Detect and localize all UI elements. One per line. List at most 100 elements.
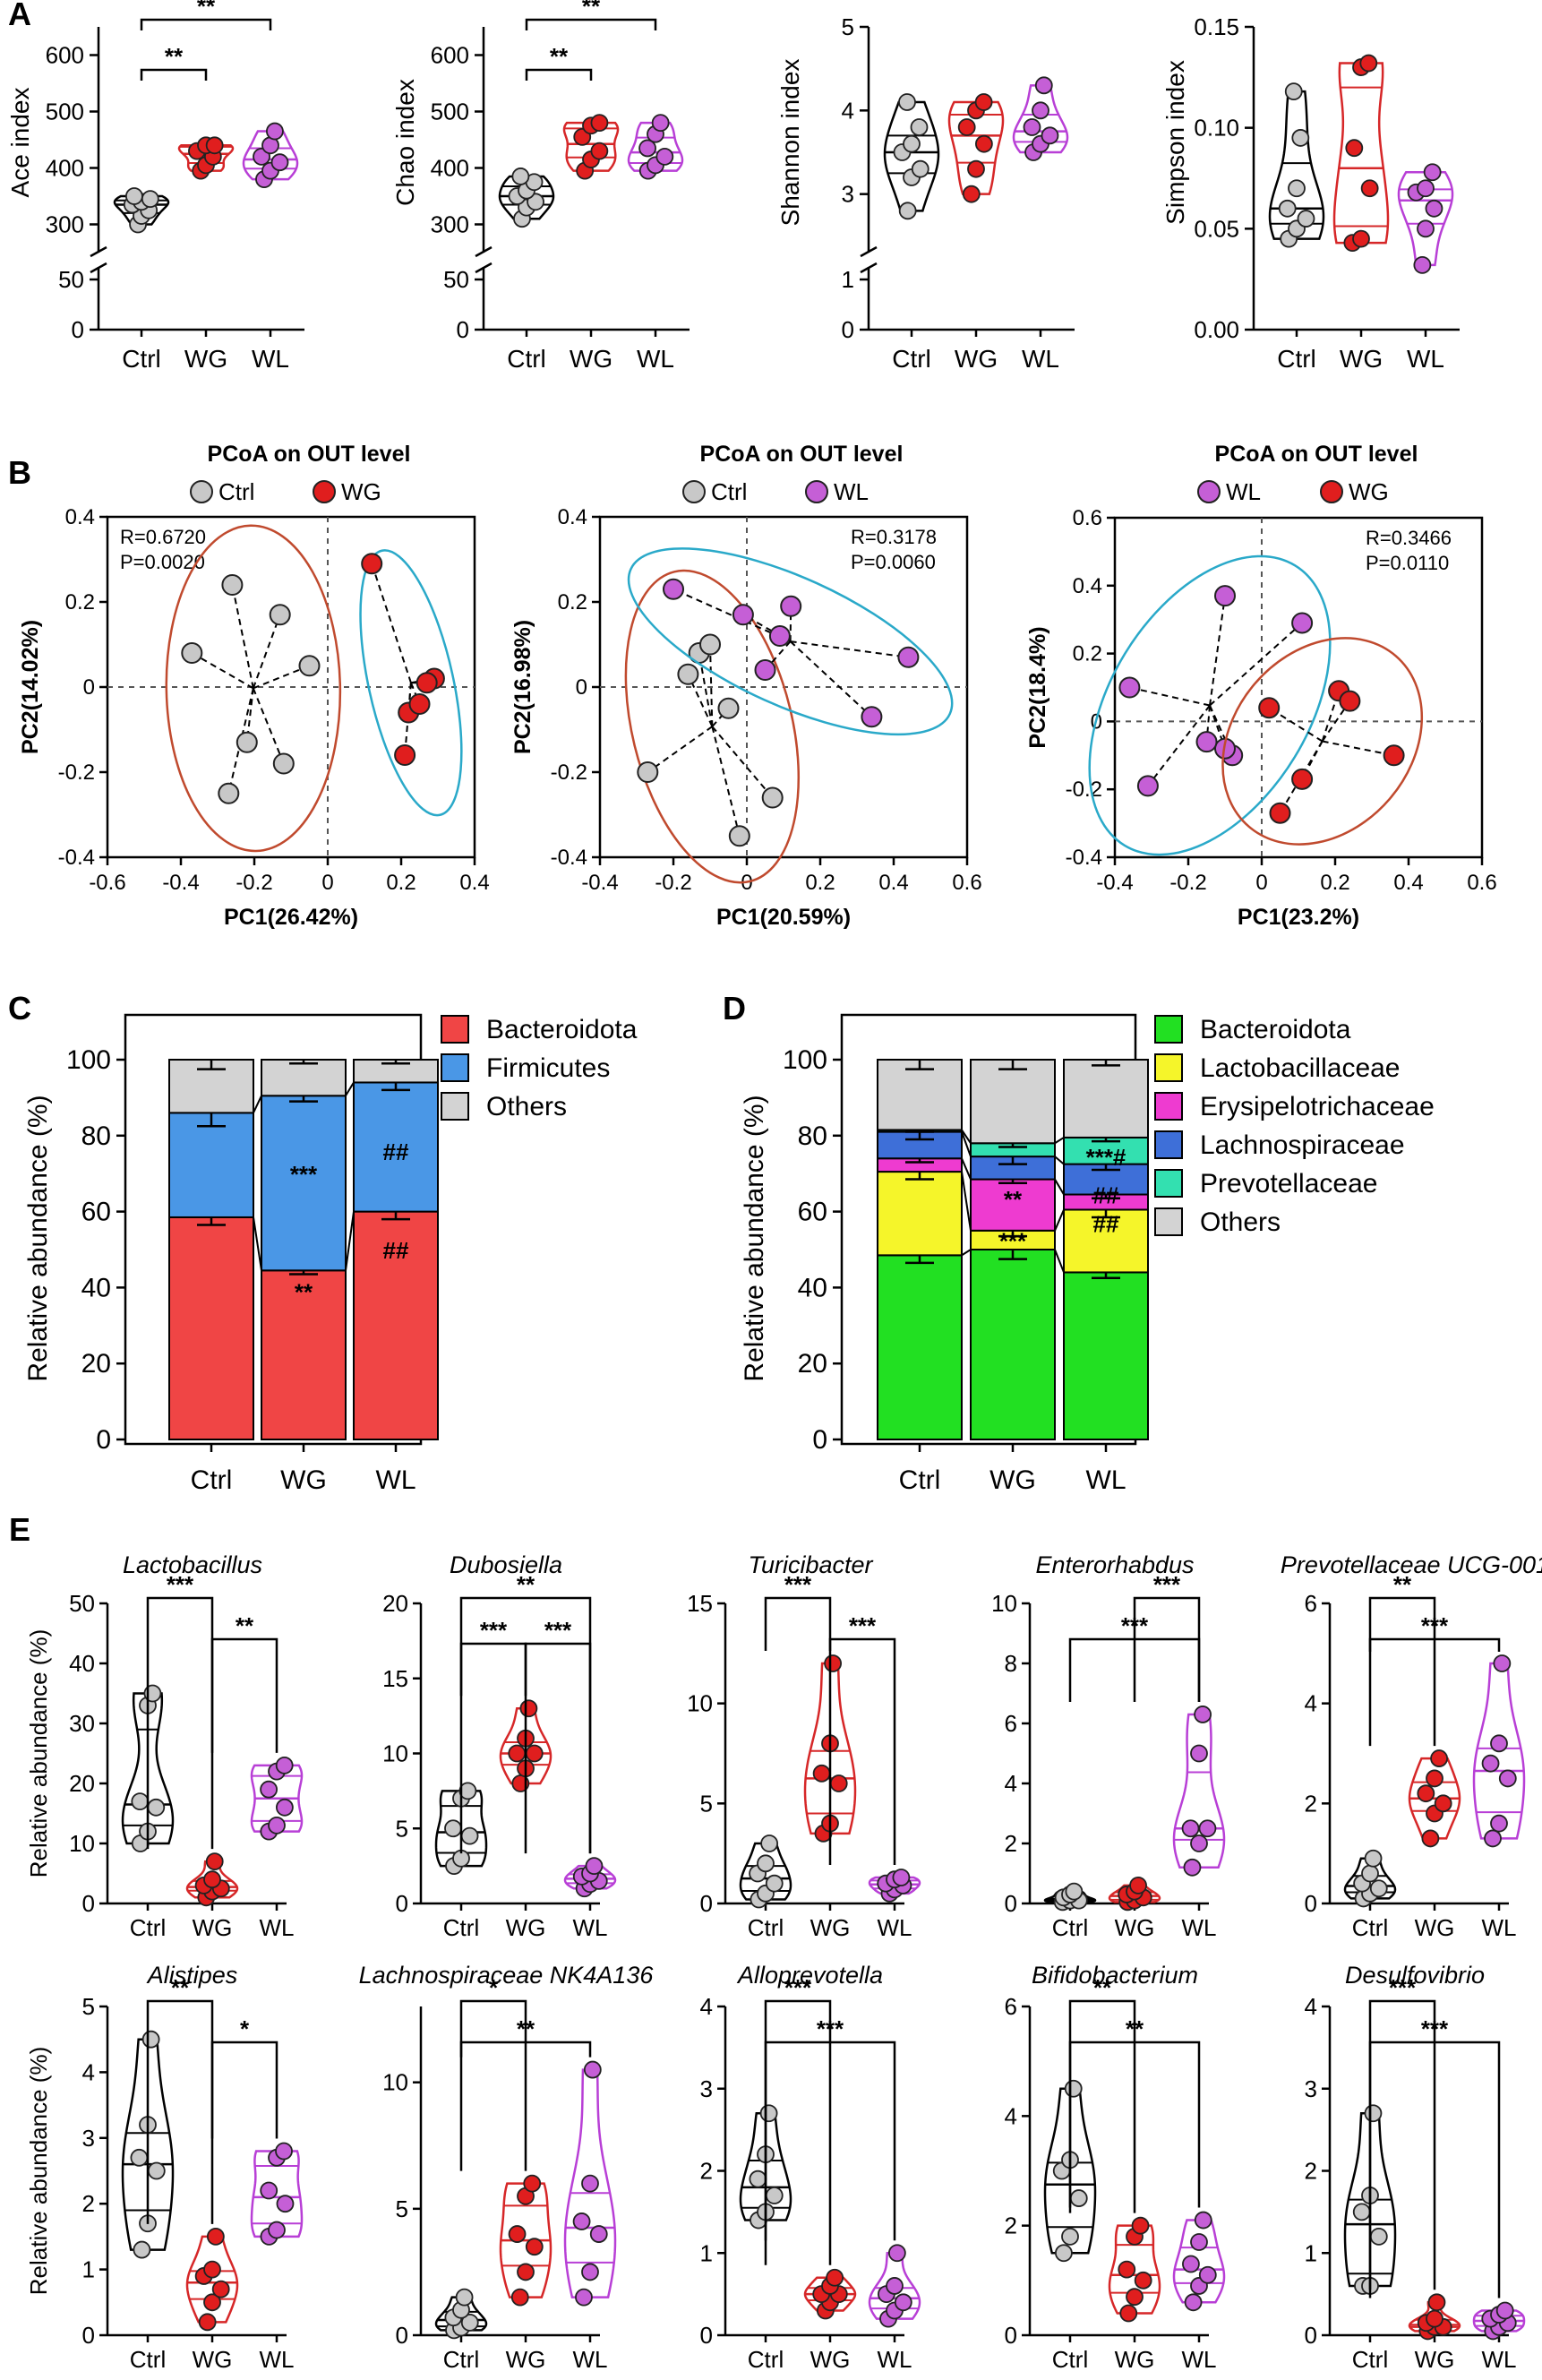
data-point-wg: [523, 2174, 542, 2193]
y-tick-label: 0: [1305, 2322, 1317, 2349]
y-tick-label: 10: [687, 1690, 713, 1717]
x-tick-label: -0.2: [236, 871, 272, 895]
data-point-wg: [525, 2238, 544, 2256]
sample-point-ctrl: [181, 642, 203, 664]
genus-title: Desulfovibrio: [1345, 1962, 1485, 1989]
x-tick-label: Ctrl: [1052, 1914, 1088, 1941]
panel-label-e: E: [9, 1511, 30, 1548]
data-point-wl: [1032, 101, 1049, 120]
data-point-wg: [1126, 2288, 1144, 2307]
data-point-wl: [1194, 1706, 1212, 1723]
x-tick-label: WL: [252, 345, 289, 373]
legend-marker: [1320, 480, 1343, 503]
significance-bracket: [764, 1596, 832, 1651]
y-tick-label: 2: [1305, 2158, 1317, 2185]
x-tick-label: WL: [573, 1914, 608, 1941]
group-ellipse: [1088, 554, 1332, 856]
centroid-spoke: [1209, 596, 1226, 706]
x-tick-label: WG: [193, 1914, 233, 1941]
legend-label: Ctrl: [218, 478, 254, 505]
bar-segment-bacteroidota: [353, 1210, 439, 1440]
y-axis-label: Relative abundance (%): [25, 1629, 52, 1878]
x-tick-label: WL: [1182, 2346, 1217, 2373]
data-point-ctrl: [1284, 82, 1303, 101]
p-value: P=0.0110: [1366, 552, 1449, 574]
significance-label: *: [489, 1974, 499, 2001]
y-tick-label: 40: [798, 1273, 827, 1302]
sample-point-wg: [408, 693, 431, 715]
sample-point-wl: [780, 595, 802, 617]
data-point-wl: [260, 2181, 278, 2200]
y-tick-label: 6: [1005, 1710, 1017, 1737]
y-tick-label: 0.2: [1073, 642, 1102, 666]
significance-bracket: [1068, 2041, 1201, 2208]
violin-wg: [1108, 2224, 1161, 2315]
y-tick-label: 20: [382, 1590, 408, 1617]
x-tick-label: Ctrl: [1352, 2346, 1388, 2373]
data-point-ctrl: [444, 1819, 462, 1838]
sample-point-ctrl: [236, 731, 258, 753]
data-point-ctrl: [460, 2313, 479, 2332]
legend-swatch: [441, 1015, 469, 1044]
y-tick-label: -0.2: [58, 760, 95, 785]
x-tick-label: Ctrl: [443, 2346, 479, 2373]
violin-wl: [242, 130, 299, 181]
significance-bracket: [1068, 1637, 1201, 1702]
data-point-wl: [1495, 2301, 1514, 2320]
data-point-wl: [1194, 2211, 1212, 2230]
data-point-wg: [824, 1654, 843, 1672]
legend-label: Firmicutes: [486, 1053, 610, 1083]
y-tick-label: 0: [82, 1890, 95, 1917]
x-tick-label: 0.6: [952, 871, 981, 895]
significance-bracket: [459, 1596, 592, 1854]
genus-title: Prevotellaceae UCG-001: [1281, 1551, 1542, 1578]
x-tick-label: WG: [506, 1914, 546, 1941]
data-point-wg: [957, 118, 976, 136]
sample-point-wl: [663, 578, 684, 600]
data-point-wg: [974, 93, 993, 111]
y-tick-label: 300: [46, 211, 84, 238]
data-point-ctrl: [1065, 1882, 1084, 1901]
centroid-spoke: [647, 726, 713, 773]
data-point-wl: [1417, 179, 1435, 198]
x-tick-label: WL: [878, 1914, 912, 1941]
sample-point-wg: [1258, 697, 1281, 719]
sample-point-wl: [861, 706, 883, 728]
y-tick-label: 5: [396, 2195, 408, 2222]
significance-label: ***: [999, 1227, 1027, 1254]
plot-frame: [1113, 516, 1484, 859]
data-point-wg: [812, 1764, 831, 1783]
y-axis-label: Shannon index: [776, 59, 804, 227]
connector-line: [1054, 1179, 1065, 1196]
y-axis-label: Simpson index: [1161, 60, 1189, 225]
violin-wg: [185, 2235, 239, 2324]
data-point-wg: [205, 1852, 224, 1871]
x-axis-label: PC1(26.42%): [224, 905, 358, 930]
y-tick-label: 10: [382, 2069, 408, 2096]
data-point-wl: [1481, 1754, 1500, 1773]
sample-point-wl: [1118, 676, 1141, 699]
y-tick-label: 0: [1305, 1890, 1317, 1917]
sample-point-ctrl: [269, 604, 291, 626]
x-tick-label: Ctrl: [122, 345, 161, 373]
sample-point-ctrl: [728, 825, 750, 847]
significance-label: **: [550, 43, 569, 70]
bar-segment-firmicutes: [261, 1095, 347, 1272]
data-point-wl: [270, 153, 289, 172]
data-point-wg: [1427, 2293, 1446, 2312]
y-axis-label: Ace index: [6, 88, 34, 198]
x-tick-label: Ctrl: [1352, 1914, 1388, 1941]
x-tick-label: WL: [1182, 1914, 1217, 1941]
x-tick-label: WG: [1115, 1914, 1155, 1941]
data-point-wl: [589, 2225, 608, 2243]
x-tick-label: WL: [376, 1465, 416, 1495]
panel-label-d: D: [723, 990, 746, 1027]
y-tick-label: 6: [1005, 1993, 1017, 2020]
y-tick-label: 1: [700, 2239, 713, 2266]
data-point-ctrl: [759, 2104, 778, 2123]
y-tick-label: 2: [82, 2190, 95, 2217]
significance-label: **: [236, 1612, 254, 1639]
y-tick-label: -0.2: [1066, 778, 1102, 802]
connector-line: [1054, 1156, 1065, 1165]
y-tick-label: 0: [82, 2322, 95, 2349]
